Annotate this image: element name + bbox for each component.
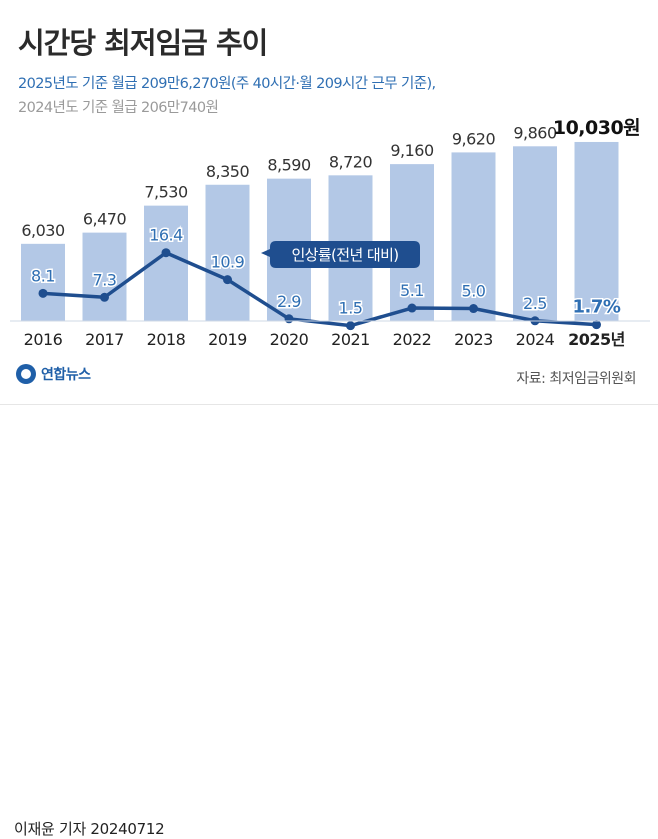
rate-point	[161, 248, 171, 258]
infographic-card: 시간당 최저임금 추이 2025년도 기준 월급 209만6,270원(주 40…	[0, 0, 658, 404]
bar-value-label: 8,720	[329, 152, 373, 171]
footer-band: 이재윤 기자 20240712	[0, 404, 658, 838]
subtitle-2025: 2025년도 기준 월급 209만6,270원(주 40시간·월 209시간 근…	[18, 76, 436, 92]
rate-value-label: 2.5	[523, 294, 547, 313]
rate-value-label: 10.9	[211, 253, 245, 272]
yonhap-logo: 연합뉴스	[16, 364, 91, 384]
bar-2017	[82, 232, 127, 321]
rate-value-label: 1.7%	[573, 297, 621, 318]
rate-value-label: 5.1	[400, 281, 424, 300]
rate-point	[284, 314, 294, 324]
rate-point	[38, 288, 48, 298]
rate-callout-label: 인상률(전년 대비)	[291, 246, 398, 264]
x-tick-label: 2017	[85, 330, 124, 349]
rate-point	[469, 304, 478, 314]
x-tick-label: 2024	[516, 330, 555, 349]
bar-value-label: 9,620	[452, 129, 496, 148]
x-tick-label: 2022	[393, 330, 432, 349]
x-tick-label: 2023	[454, 330, 493, 349]
bar-2023	[451, 152, 496, 321]
rate-callout-box	[261, 241, 420, 268]
bar-value-label: 9,860	[513, 123, 557, 142]
x-tick-label: 2020	[270, 330, 309, 349]
logo-text: 연합뉴스	[41, 367, 91, 383]
rate-value-label: 1.5	[339, 299, 363, 318]
bar-2025년	[574, 141, 619, 321]
rate-value-label: 7.3	[93, 270, 117, 289]
x-tick-label: 2019	[208, 330, 247, 349]
bar-2019	[205, 184, 250, 321]
x-tick-label: 2018	[147, 330, 186, 349]
x-tick-label: 2021	[331, 330, 370, 349]
bar-value-label: 8,350	[206, 162, 250, 181]
x-tick-label: 2016	[24, 330, 63, 349]
rate-value-label: 5.0	[462, 282, 486, 301]
minimum-wage-chart: 6,030 6,470 7,530 8,350 8,590 8,720 9,160 9,620…	[10, 117, 650, 349]
rate-point	[223, 275, 232, 285]
bar-2024	[513, 146, 557, 321]
subtitle-2024: 2024년도 기준 월급 206만740원	[18, 100, 219, 116]
rate-value-label: 2.9	[277, 292, 301, 311]
rate-point	[407, 303, 417, 313]
page-title: 시간당 최저임금 추이	[18, 26, 268, 60]
bar-value-label: 8,590	[267, 156, 311, 175]
byline: 이재윤 기자 20240712	[14, 820, 165, 838]
yonhap-logo-icon	[16, 364, 36, 384]
rate-line	[42, 250, 597, 328]
bar-value-label: 10,030원	[553, 117, 640, 139]
bar-value-label: 6,470	[83, 210, 127, 229]
rate-point	[100, 292, 109, 302]
rate-value-label: 8.1	[31, 266, 55, 285]
x-tick-label: 2025년	[568, 330, 625, 349]
source-note: 자료: 최저임금위원회	[516, 371, 636, 387]
rate-value-label: 16.4	[149, 226, 183, 245]
bar-2016	[21, 243, 65, 321]
bar-value-label: 9,160	[390, 141, 434, 160]
bar-value-label: 7,530	[144, 183, 188, 202]
rate-point	[346, 321, 355, 331]
rate-point	[592, 320, 601, 330]
bar-value-label: 6,030	[21, 221, 65, 240]
